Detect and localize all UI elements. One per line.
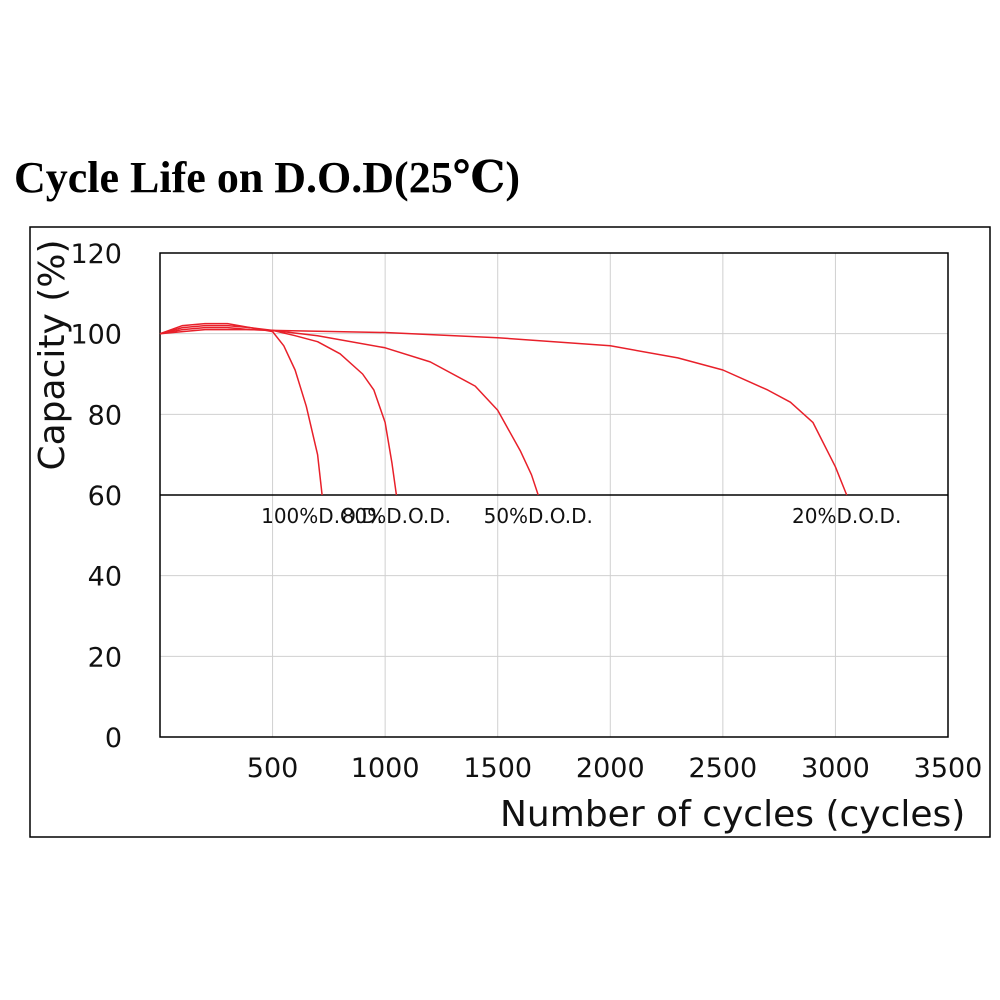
series-label-0: 100%D.O.D. xyxy=(261,504,383,528)
y-tick-label: 120 xyxy=(70,239,122,270)
series-label-2: 50%D.O.D. xyxy=(484,504,593,528)
y-tick-labels: 0 20 40 60 80 100 120 xyxy=(70,239,122,754)
y-tick-label: 80 xyxy=(88,400,122,431)
x-axis-title: Number of cycles (cycles) xyxy=(500,794,965,835)
series-line-0 xyxy=(159,322,323,496)
y-tick-label: 20 xyxy=(88,642,122,673)
x-tick-label: 1000 xyxy=(351,753,420,784)
x-tick-labels: 500 1000 1500 2000 2500 3000 3500 xyxy=(247,753,983,784)
y-tick-label: 60 xyxy=(88,481,122,512)
x-tick-label: 2500 xyxy=(688,753,757,784)
series-labels: 100%D.O.D.80%D.O.D. 50%D.O.D. 20%D.O.D. xyxy=(261,504,901,528)
series-lines xyxy=(159,322,848,496)
x-tick-label: 3000 xyxy=(801,753,870,784)
y-tick-label: 0 xyxy=(105,723,122,754)
chart-border xyxy=(29,226,991,838)
series-line-1 xyxy=(159,324,398,496)
x-tick-label: 2000 xyxy=(576,753,645,784)
chart-title: Cycle Life on D.O.D(25℃) xyxy=(14,153,521,202)
series-line-2 xyxy=(159,326,539,496)
series-label-3: 20%D.O.D. xyxy=(792,504,901,528)
series-label-1: 80%D.O.D. xyxy=(342,504,451,528)
x-tick-label: 3500 xyxy=(914,753,983,784)
y-tick-label: 40 xyxy=(88,562,122,593)
x-tick-label: 500 xyxy=(247,753,299,784)
series-line-3 xyxy=(159,328,848,496)
y-tick-label: 100 xyxy=(70,320,122,351)
x-tick-label: 1500 xyxy=(463,753,532,784)
y-axis-title: Capacity (%) xyxy=(32,239,73,470)
